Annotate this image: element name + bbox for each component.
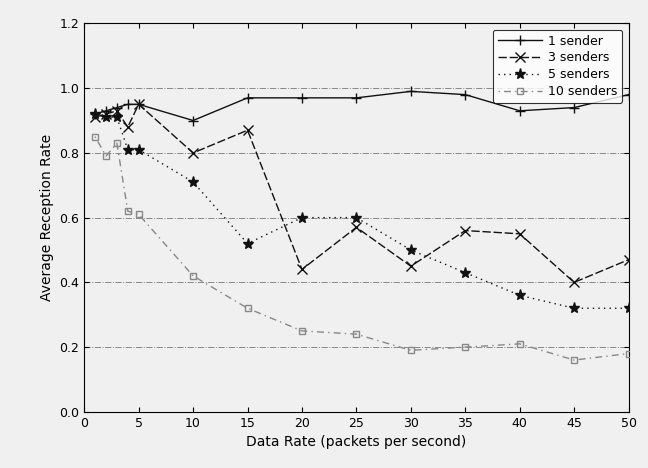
- 3 senders: [91, 115, 99, 120]
- 3 senders: [570, 279, 578, 285]
- 10 senders: [625, 351, 632, 357]
- 1 sender: [516, 108, 524, 114]
- 1 sender: [135, 102, 143, 107]
- 10 senders: [124, 208, 132, 214]
- 10 senders: [353, 331, 360, 337]
- 1 sender: [113, 105, 121, 110]
- 10 senders: [570, 357, 578, 363]
- 10 senders: [298, 328, 306, 334]
- 1 sender: [625, 92, 632, 97]
- 1 sender: [298, 95, 306, 101]
- 5 senders: [244, 241, 251, 246]
- 5 senders: [113, 115, 121, 120]
- 5 senders: [102, 115, 110, 120]
- 3 senders: [113, 108, 121, 114]
- 3 senders: [298, 267, 306, 272]
- 3 senders: [244, 127, 251, 133]
- 1 sender: [407, 88, 415, 94]
- 5 senders: [516, 292, 524, 298]
- 10 senders: [516, 341, 524, 347]
- 5 senders: [407, 247, 415, 253]
- 5 senders: [298, 215, 306, 220]
- 10 senders: [113, 140, 121, 146]
- 5 senders: [135, 147, 143, 153]
- 10 senders: [91, 134, 99, 139]
- 3 senders: [407, 263, 415, 269]
- 1 sender: [353, 95, 360, 101]
- 10 senders: [407, 348, 415, 353]
- 10 senders: [461, 344, 469, 350]
- X-axis label: Data Rate (packets per second): Data Rate (packets per second): [246, 435, 467, 449]
- 1 sender: [461, 92, 469, 97]
- 1 sender: [570, 105, 578, 110]
- 10 senders: [135, 212, 143, 217]
- 1 sender: [124, 102, 132, 107]
- 5 senders: [461, 270, 469, 276]
- Legend: 1 sender, 3 senders, 5 senders, 10 senders: 1 sender, 3 senders, 5 senders, 10 sende…: [493, 29, 622, 103]
- 5 senders: [353, 215, 360, 220]
- Line: 3 senders: 3 senders: [90, 100, 634, 287]
- 5 senders: [189, 179, 197, 185]
- 10 senders: [189, 273, 197, 279]
- 3 senders: [189, 150, 197, 156]
- 3 senders: [461, 228, 469, 234]
- Line: 5 senders: 5 senders: [89, 109, 634, 314]
- 10 senders: [102, 154, 110, 159]
- Line: 10 senders: 10 senders: [91, 133, 632, 364]
- 3 senders: [102, 111, 110, 117]
- 3 senders: [516, 231, 524, 237]
- Line: 1 sender: 1 sender: [90, 87, 634, 125]
- 3 senders: [625, 257, 632, 263]
- 1 sender: [91, 111, 99, 117]
- 1 sender: [102, 108, 110, 114]
- 3 senders: [135, 102, 143, 107]
- 1 sender: [244, 95, 251, 101]
- 5 senders: [124, 147, 132, 153]
- 1 sender: [189, 117, 197, 123]
- Y-axis label: Average Reception Rate: Average Reception Rate: [40, 134, 54, 301]
- 3 senders: [353, 225, 360, 230]
- 10 senders: [244, 306, 251, 311]
- 5 senders: [570, 306, 578, 311]
- 5 senders: [625, 306, 632, 311]
- 5 senders: [91, 111, 99, 117]
- 3 senders: [124, 124, 132, 130]
